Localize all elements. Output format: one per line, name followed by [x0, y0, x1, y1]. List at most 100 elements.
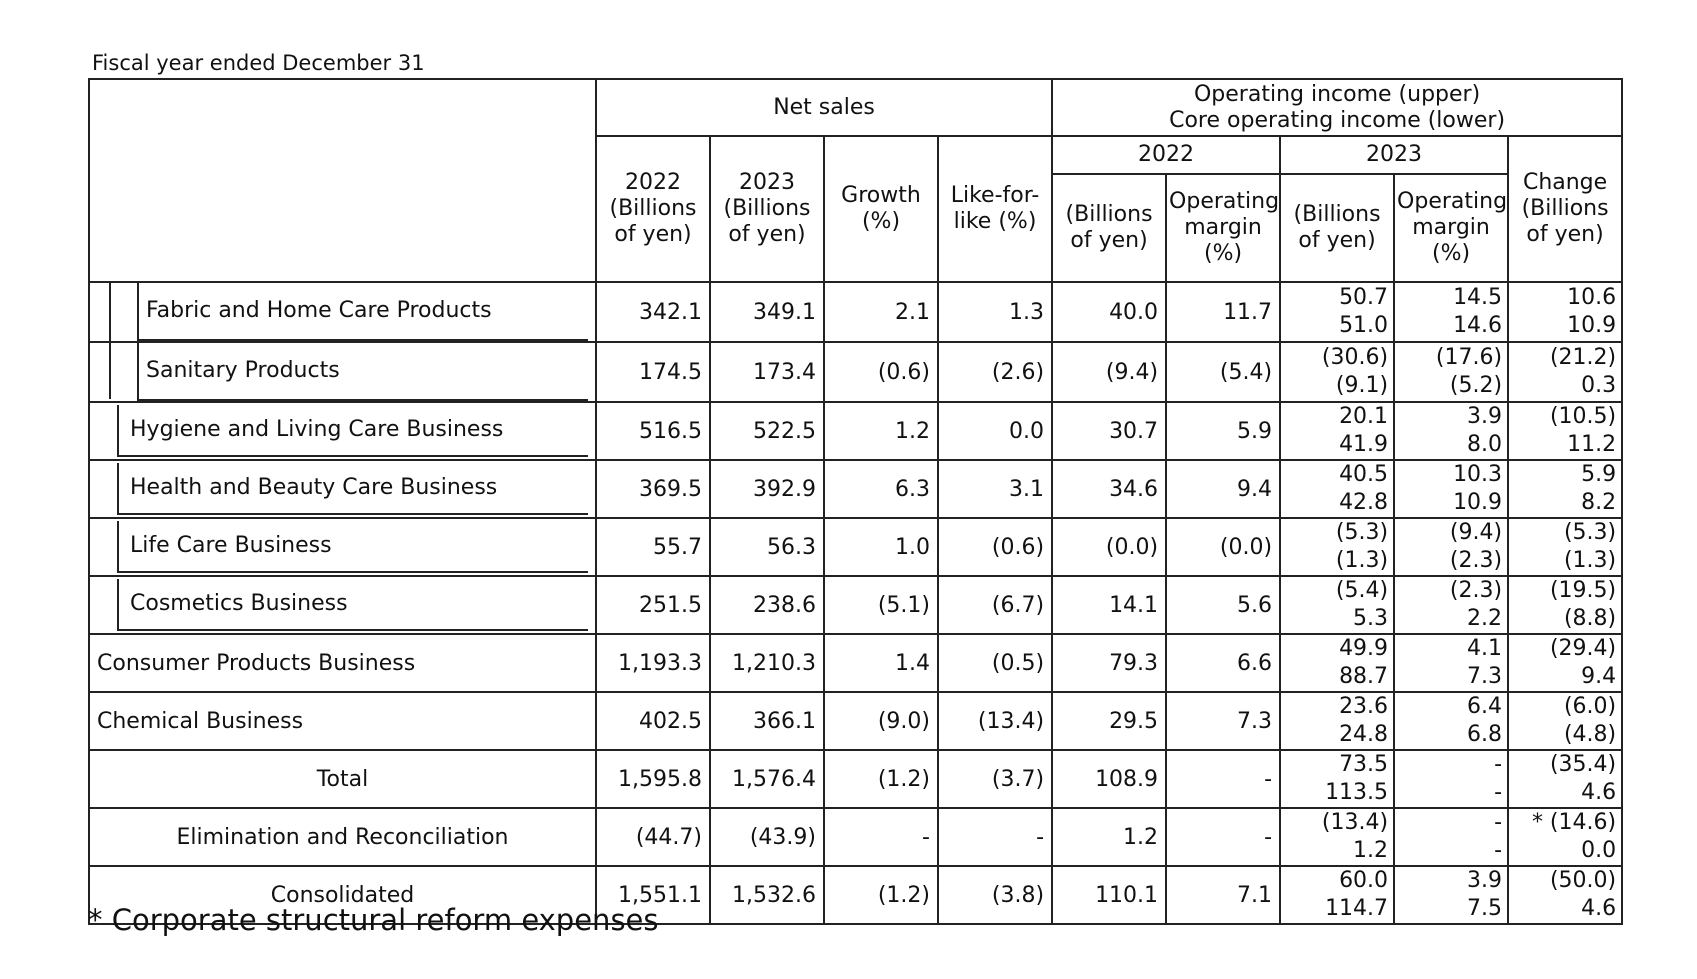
row-label: Life Care Business: [88, 517, 597, 577]
change-cell-upper: (50.0): [1549, 868, 1617, 893]
change-cell: (5.3) (1.3): [1507, 517, 1624, 577]
sales-2022-cell: 369.5: [595, 459, 711, 519]
like-for-like-cell: (2.6): [936, 341, 1054, 403]
operating-income-2023-cell-upper: 23.6: [1339, 694, 1389, 719]
operating-income-2023-cell: 20.1 41.9: [1279, 401, 1396, 461]
operating-income-2023-cell-lower: (1.3): [1335, 548, 1389, 573]
operating-income-2022-cell: 40.0: [1051, 281, 1168, 343]
operating-margin-2023-cell-lower: 6.8: [1467, 722, 1503, 747]
operating-income-2023-cell-lower: 41.9: [1339, 432, 1389, 457]
header-change: Change (Billions of yen): [1507, 135, 1624, 283]
change-cell: (50.0) 4.6: [1507, 865, 1624, 925]
operating-margin-2023-cell-upper: (17.6): [1435, 345, 1503, 370]
operating-margin-2022-cell: 6.6: [1165, 633, 1282, 693]
header-oi-2022: (Billions of yen): [1051, 173, 1168, 283]
table-row: Sanitary Products 174.5 173.4 (0.6) (2.6) (9.…: [88, 341, 1624, 403]
growth-cell: (5.1): [823, 575, 939, 635]
growth-cell: 1.2: [823, 401, 939, 461]
row-label-text: Health and Beauty Care Business: [117, 463, 588, 515]
operating-income-2022-cell: (9.4): [1051, 341, 1168, 403]
row-label-text: Cosmetics Business: [117, 579, 588, 631]
sales-2022-cell: 1,551.1: [595, 865, 711, 925]
row-label-text: Hygiene and Living Care Business: [117, 405, 588, 457]
header-year-2023: 2023: [1279, 135, 1510, 175]
operating-income-2023-cell-upper: 20.1: [1339, 404, 1389, 429]
operating-margin-2023-cell: 3.9 7.5: [1393, 865, 1510, 925]
operating-margin-2023-cell-upper: (2.3): [1449, 578, 1503, 603]
change-cell-upper: (35.4): [1549, 752, 1617, 777]
operating-income-2023-cell-lower: 42.8: [1339, 490, 1389, 515]
operating-margin-2022-cell: (5.4): [1165, 341, 1282, 403]
operating-income-2022-cell: 34.6: [1051, 459, 1168, 519]
operating-income-2023-cell-lower: 51.0: [1339, 313, 1389, 338]
operating-income-2023-cell: (5.3) (1.3): [1279, 517, 1396, 577]
header-sales-2022: 2022 (Billions of yen): [595, 135, 711, 283]
table-row: Life Care Business 55.7 56.3 1.0 (0.6) (0.0)(…: [88, 517, 1624, 577]
operating-income-2022-cell: 110.1: [1051, 865, 1168, 925]
operating-margin-2022-cell: 9.4: [1165, 459, 1282, 519]
header-op-income-upper: Operating income (upper): [1193, 81, 1481, 107]
change-cell-upper: (21.2): [1549, 345, 1617, 370]
change-cell-lower: 4.6: [1581, 896, 1617, 921]
operating-income-2023-cell-upper: 50.7: [1339, 285, 1389, 310]
change-cell-lower: (4.8): [1563, 722, 1617, 747]
sales-2022-cell: 1,595.8: [595, 749, 711, 809]
operating-income-2023-cell-upper: 49.9: [1339, 636, 1389, 661]
table-row: Hygiene and Living Care Business 516.5 522…: [88, 401, 1624, 461]
operating-margin-2023-cell-upper: 3.9: [1467, 868, 1503, 893]
change-cell: (35.4) 4.6: [1507, 749, 1624, 809]
operating-margin-2023-cell-lower: 8.0: [1467, 432, 1503, 457]
header-like-for-like: Like-for-like (%): [936, 135, 1054, 283]
operating-margin-2023-cell: 3.9 8.0: [1393, 401, 1510, 461]
operating-income-2023-cell: 49.9 88.7: [1279, 633, 1396, 693]
footnote: * Corporate structural reform expenses: [88, 903, 659, 937]
growth-cell: (9.0): [823, 691, 939, 751]
operating-income-2023-cell-lower: 24.8: [1339, 722, 1389, 747]
operating-margin-2023-cell: --: [1393, 749, 1510, 809]
change-cell-upper: 10.6: [1567, 285, 1617, 310]
operating-margin-2022-cell: 7.1: [1165, 865, 1282, 925]
sales-2023-cell: 522.5: [709, 401, 825, 461]
sales-2022-cell: 1,193.3: [595, 633, 711, 693]
operating-margin-2023-cell-lower: -: [1494, 838, 1503, 863]
row-label: Consumer Products Business: [88, 633, 597, 693]
change-cell-lower: 11.2: [1567, 432, 1617, 457]
sales-2023-cell: (43.9): [709, 807, 825, 867]
change-cell: 10.6 10.9: [1507, 281, 1624, 343]
table-row: Chemical Business 402.5 366.1 (9.0) (13.4) 29…: [88, 691, 1624, 751]
operating-income-2023-cell-upper: (5.3): [1335, 520, 1389, 545]
sales-2022-cell: 251.5: [595, 575, 711, 635]
operating-margin-2023-cell: 6.4 6.8: [1393, 691, 1510, 751]
header-oi-2023: (Billions of yen): [1279, 173, 1396, 283]
operating-margin-2023-cell-upper: 3.9: [1467, 404, 1503, 429]
operating-income-2023-cell: 60.0 114.7: [1279, 865, 1396, 925]
row-label-text: Chemical Business: [97, 708, 304, 734]
operating-margin-2023-cell-lower: 10.9: [1453, 490, 1503, 515]
growth-cell: (0.6): [823, 341, 939, 403]
operating-margin-2023-cell-lower: (2.3): [1449, 548, 1503, 573]
table-row: Fabric and Home Care Products 342.1 349.1 2…: [88, 281, 1624, 343]
change-cell: (29.4) 9.4: [1507, 633, 1624, 693]
operating-margin-2022-cell: (0.0): [1165, 517, 1282, 577]
like-for-like-cell: (6.7): [936, 575, 1054, 635]
change-cell-lower: (8.8): [1563, 606, 1617, 631]
table-row: Total 1,595.8 1,576.4 (1.2) (3.7) 108.9-73.5 1…: [88, 749, 1624, 809]
operating-margin-2023-cell-upper: 10.3: [1453, 462, 1503, 487]
segment-results-table: Net sales Operating income (upper) Core …: [88, 78, 1624, 925]
operating-income-2022-cell: (0.0): [1051, 517, 1168, 577]
header-blank-cell: [88, 78, 597, 283]
operating-margin-2023-cell-upper: 4.1: [1467, 636, 1503, 661]
operating-margin-2022-cell: -: [1165, 749, 1282, 809]
row-label: Sanitary Products: [88, 341, 597, 403]
sales-2023-cell: 392.9: [709, 459, 825, 519]
operating-income-2023-cell-lower: 1.2: [1353, 838, 1389, 863]
row-label: Fabric and Home Care Products: [88, 281, 597, 343]
sales-2023-cell: 56.3: [709, 517, 825, 577]
sales-2023-cell: 238.6: [709, 575, 825, 635]
operating-income-2023-cell-lower: 88.7: [1339, 664, 1389, 689]
operating-income-2023-cell-upper: 60.0: [1339, 868, 1389, 893]
operating-income-2023-cell-upper: 73.5: [1339, 752, 1389, 777]
operating-margin-2023-cell-lower: -: [1494, 780, 1503, 805]
row-label-text: Elimination and Reconciliation: [176, 824, 509, 850]
sales-2022-cell: 55.7: [595, 517, 711, 577]
